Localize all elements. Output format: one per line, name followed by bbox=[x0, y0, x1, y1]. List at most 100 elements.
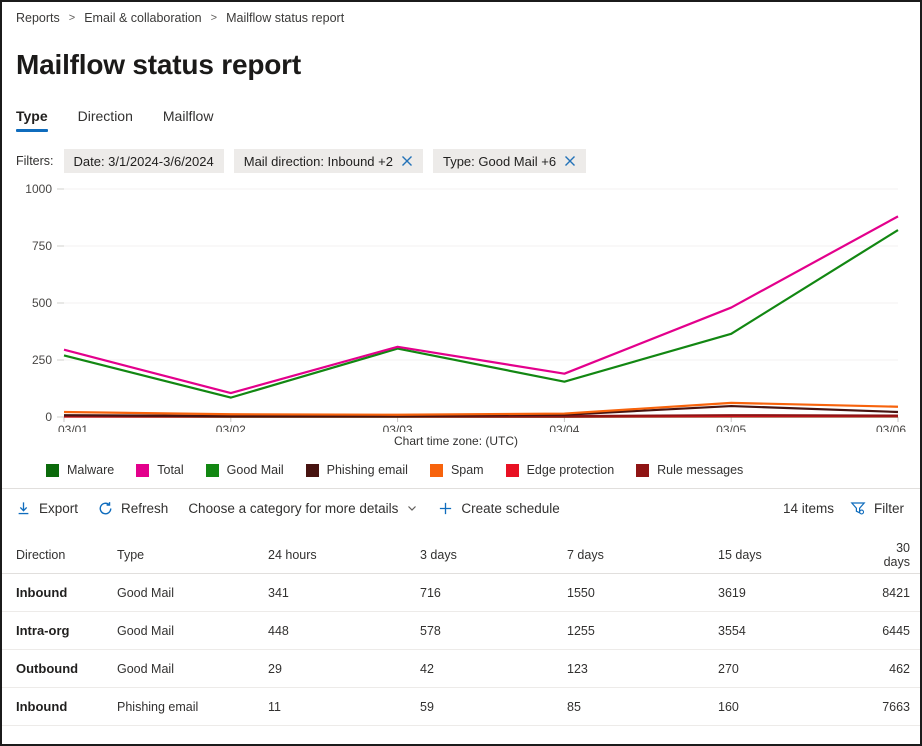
table-cell: Good Mail bbox=[117, 661, 174, 676]
legend-swatch bbox=[636, 463, 650, 477]
mailflow-line-chart: 0 250 500 750 1000 03/01 03/02 03/03 03/04 03/05 0… bbox=[25, 182, 906, 432]
table-cell: 716 bbox=[420, 585, 441, 600]
table-cell: 578 bbox=[420, 623, 441, 638]
table-cell: 8421 bbox=[882, 585, 910, 600]
table-cell: 42 bbox=[420, 661, 434, 676]
legend-label: Spam bbox=[450, 463, 484, 477]
legend-item-malware[interactable]: Malware bbox=[46, 463, 114, 477]
table-cell: 6445 bbox=[882, 623, 910, 638]
filter-chip-date[interactable]: Date: 3/1/2024-3/6/2024 bbox=[63, 149, 224, 173]
table-cell: 160 bbox=[718, 699, 739, 714]
page-title: Mailflow status report bbox=[16, 49, 301, 80]
table-cell: 341 bbox=[268, 585, 289, 600]
svg-text:03/02: 03/02 bbox=[216, 423, 246, 432]
svg-text:03/01: 03/01 bbox=[58, 423, 88, 432]
table-cell: Phishing email bbox=[117, 699, 199, 714]
table-cell: 11 bbox=[268, 699, 281, 714]
table-row[interactable]: Inbound Phishing email 11 59 85 160 7663 bbox=[2, 688, 920, 726]
export-button[interactable]: Export bbox=[16, 499, 78, 518]
legend-swatch bbox=[305, 463, 319, 477]
svg-text:1000: 1000 bbox=[25, 182, 52, 196]
filter-funnel-icon bbox=[850, 500, 866, 516]
create-schedule-button[interactable]: Create schedule bbox=[438, 499, 560, 518]
legend-item-spam[interactable]: Spam bbox=[429, 463, 484, 477]
filters-bar: Filters: Date: 3/1/2024-3/6/2024 Mail di… bbox=[16, 149, 920, 173]
svg-text:0: 0 bbox=[45, 410, 52, 424]
legend-label: Total bbox=[157, 463, 184, 477]
table-cell: 7663 bbox=[882, 699, 910, 714]
legend-swatch bbox=[429, 463, 443, 477]
refresh-button[interactable]: Refresh bbox=[98, 499, 168, 518]
tab-type[interactable]: Type bbox=[16, 108, 48, 132]
legend-item-rule-messages[interactable]: Rule messages bbox=[636, 463, 743, 477]
filter-button[interactable]: Filter bbox=[850, 498, 904, 518]
table-cell: 85 bbox=[567, 699, 581, 714]
legend-label: Good Mail bbox=[226, 463, 284, 477]
table-cell: Outbound bbox=[16, 661, 79, 676]
category-dropdown[interactable]: Choose a category for more details bbox=[188, 499, 418, 518]
dismiss-icon[interactable] bbox=[401, 155, 413, 167]
legend-item-total[interactable]: Total bbox=[136, 463, 184, 477]
table-header-cell: 15 days bbox=[718, 547, 762, 562]
breadcrumb-reports[interactable]: Reports bbox=[16, 11, 60, 25]
legend-swatch bbox=[46, 463, 59, 477]
table-cell: Good Mail bbox=[117, 623, 174, 638]
toolbar: Export Refresh Choose a category for mor… bbox=[2, 489, 920, 527]
table-header-cell: 7 days bbox=[567, 547, 604, 562]
table-header-cell: Direction bbox=[16, 547, 66, 562]
tab-mailflow[interactable]: Mailflow bbox=[163, 108, 214, 132]
table-cell: 448 bbox=[268, 623, 289, 638]
mailflow-table: Direction Type 24 hours 3 days 7 days 15 days… bbox=[2, 536, 920, 726]
legend-label: Edge protection bbox=[526, 463, 615, 477]
table-cell: 462 bbox=[889, 661, 910, 676]
table-cell: 59 bbox=[420, 699, 434, 714]
table-cell: Intra-org bbox=[16, 623, 70, 638]
table-row[interactable]: Outbound Good Mail 29 42 123 270 462 bbox=[2, 650, 920, 688]
svg-text:03/06: 03/06 bbox=[876, 423, 906, 432]
table-header-cell: 3 days bbox=[420, 547, 457, 562]
svg-text:500: 500 bbox=[32, 296, 52, 310]
table-row[interactable]: Inbound Good Mail 341 716 1550 3619 8421 bbox=[2, 574, 920, 612]
filter-chip-date-text: Date: 3/1/2024-3/6/2024 bbox=[73, 153, 214, 169]
chart-timezone-note: Chart time zone: (UTC) bbox=[393, 434, 519, 448]
table-cell: 123 bbox=[567, 661, 588, 676]
table-header-cell: Type bbox=[117, 547, 145, 562]
legend-item-phishing-email[interactable]: Phishing email bbox=[305, 463, 408, 477]
svg-text:03/04: 03/04 bbox=[549, 423, 579, 432]
svg-text:03/03: 03/03 bbox=[383, 423, 413, 432]
filter-chip-type[interactable]: Type: Good Mail +6 bbox=[432, 149, 587, 173]
breadcrumb: Reports > Email & collaboration > Mailfl… bbox=[2, 2, 920, 25]
legend-item-edge-protection[interactable]: Edge protection bbox=[505, 463, 615, 477]
items-count: 14 items bbox=[782, 500, 834, 516]
filter-chip-mail-direction-text: Mail direction: Inbound +2 bbox=[243, 153, 393, 169]
filter-chip-mail-direction[interactable]: Mail direction: Inbound +2 bbox=[233, 149, 423, 173]
table-cell: 1550 bbox=[567, 585, 595, 600]
dismiss-icon[interactable] bbox=[564, 155, 576, 167]
svg-text:03/05: 03/05 bbox=[716, 423, 746, 432]
table-cell: Inbound bbox=[16, 699, 68, 714]
table-row[interactable]: Intra-org Good Mail 448 578 1255 3554 6445 bbox=[2, 612, 920, 650]
tab-bar: Type Direction Mailflow bbox=[16, 108, 920, 132]
table-header-cell: 30 days bbox=[883, 540, 910, 569]
table-cell: 3619 bbox=[718, 585, 746, 600]
legend-label: Malware bbox=[67, 463, 115, 477]
legend-swatch bbox=[136, 463, 150, 477]
table-cell: 3554 bbox=[718, 623, 746, 638]
toolbar-divider bbox=[2, 488, 920, 489]
filter-chip-type-text: Type: Good Mail +6 bbox=[442, 153, 557, 169]
table-cell: Good Mail bbox=[117, 585, 174, 600]
plus-icon bbox=[438, 501, 453, 516]
table-cell: 270 bbox=[718, 661, 739, 676]
legend-swatch bbox=[505, 463, 519, 477]
legend-item-good-mail[interactable]: Good Mail bbox=[205, 463, 284, 477]
legend-swatch bbox=[205, 463, 219, 477]
tab-direction[interactable]: Direction bbox=[78, 108, 133, 132]
legend-label: Phishing email bbox=[326, 463, 408, 477]
chevron-down-icon bbox=[406, 502, 418, 514]
breadcrumb-email-collaboration[interactable]: Email & collaboration bbox=[84, 11, 202, 25]
breadcrumb-separator: > bbox=[210, 12, 218, 24]
table-cell: Inbound bbox=[16, 585, 68, 600]
table-header-row: Direction Type 24 hours 3 days 7 days 15 days… bbox=[2, 536, 920, 574]
table-cell: 29 bbox=[268, 661, 282, 676]
filters-label: Filters: bbox=[16, 154, 54, 168]
